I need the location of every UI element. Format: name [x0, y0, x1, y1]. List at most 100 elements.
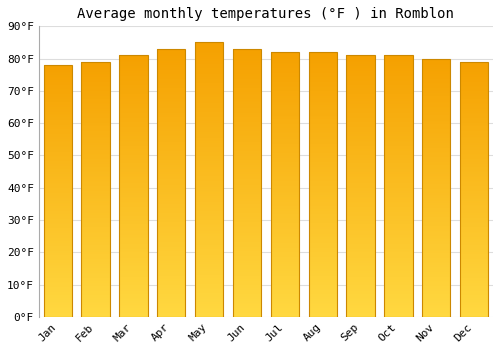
- Bar: [233, 172, 261, 174]
- Bar: [44, 104, 72, 105]
- Bar: [233, 210, 261, 211]
- Bar: [195, 313, 224, 315]
- Bar: [308, 154, 337, 156]
- Bar: [157, 194, 186, 195]
- Bar: [119, 221, 148, 223]
- Bar: [44, 191, 72, 192]
- Bar: [460, 62, 488, 317]
- Bar: [308, 71, 337, 73]
- Bar: [346, 217, 375, 219]
- Bar: [119, 280, 148, 282]
- Bar: [308, 191, 337, 193]
- Bar: [460, 191, 488, 193]
- Bar: [44, 303, 72, 305]
- Bar: [233, 110, 261, 111]
- Bar: [270, 287, 299, 288]
- Bar: [422, 141, 450, 143]
- Bar: [233, 129, 261, 131]
- Bar: [82, 169, 110, 170]
- Bar: [44, 236, 72, 238]
- Bar: [422, 93, 450, 95]
- Bar: [119, 59, 148, 61]
- Bar: [157, 201, 186, 203]
- Bar: [157, 161, 186, 163]
- Bar: [346, 135, 375, 137]
- Bar: [460, 242, 488, 244]
- Bar: [422, 220, 450, 222]
- Bar: [460, 79, 488, 80]
- Bar: [233, 156, 261, 158]
- Bar: [82, 63, 110, 65]
- Bar: [384, 94, 412, 96]
- Bar: [195, 106, 224, 108]
- Bar: [270, 132, 299, 133]
- Bar: [119, 186, 148, 188]
- Bar: [195, 254, 224, 257]
- Bar: [384, 207, 412, 209]
- Bar: [119, 174, 148, 176]
- Bar: [308, 213, 337, 215]
- Bar: [82, 106, 110, 108]
- Bar: [460, 132, 488, 133]
- Bar: [460, 252, 488, 254]
- Bar: [195, 139, 224, 141]
- Bar: [384, 181, 412, 183]
- Bar: [346, 151, 375, 153]
- Bar: [82, 271, 110, 273]
- Bar: [346, 158, 375, 160]
- Bar: [346, 167, 375, 169]
- Bar: [270, 306, 299, 308]
- Bar: [44, 297, 72, 298]
- Bar: [270, 188, 299, 190]
- Bar: [195, 211, 224, 212]
- Bar: [233, 185, 261, 187]
- Bar: [82, 229, 110, 230]
- Bar: [346, 114, 375, 116]
- Bar: [82, 179, 110, 181]
- Bar: [270, 64, 299, 66]
- Bar: [195, 308, 224, 309]
- Bar: [270, 68, 299, 70]
- Bar: [157, 210, 186, 211]
- Bar: [82, 154, 110, 155]
- Bar: [308, 114, 337, 116]
- Bar: [270, 86, 299, 88]
- Bar: [233, 52, 261, 54]
- Bar: [233, 215, 261, 217]
- Bar: [384, 224, 412, 226]
- Bar: [460, 82, 488, 84]
- Bar: [233, 276, 261, 278]
- Bar: [422, 219, 450, 220]
- Bar: [422, 206, 450, 208]
- Bar: [460, 111, 488, 113]
- Bar: [119, 142, 148, 144]
- Bar: [82, 108, 110, 110]
- Bar: [44, 77, 72, 78]
- Bar: [384, 167, 412, 169]
- Bar: [82, 203, 110, 205]
- Bar: [308, 285, 337, 287]
- Bar: [119, 301, 148, 303]
- Bar: [270, 211, 299, 213]
- Bar: [119, 151, 148, 153]
- Bar: [270, 304, 299, 306]
- Bar: [195, 83, 224, 84]
- Bar: [270, 126, 299, 128]
- Bar: [82, 98, 110, 99]
- Bar: [346, 146, 375, 148]
- Bar: [270, 165, 299, 167]
- Bar: [308, 132, 337, 133]
- Bar: [308, 128, 337, 130]
- Bar: [346, 66, 375, 68]
- Bar: [460, 84, 488, 86]
- Bar: [233, 238, 261, 240]
- Bar: [422, 222, 450, 224]
- Bar: [195, 152, 224, 154]
- Bar: [157, 177, 186, 179]
- Bar: [422, 95, 450, 97]
- Bar: [270, 266, 299, 267]
- Bar: [195, 266, 224, 267]
- Bar: [195, 209, 224, 211]
- Bar: [82, 288, 110, 289]
- Bar: [346, 308, 375, 310]
